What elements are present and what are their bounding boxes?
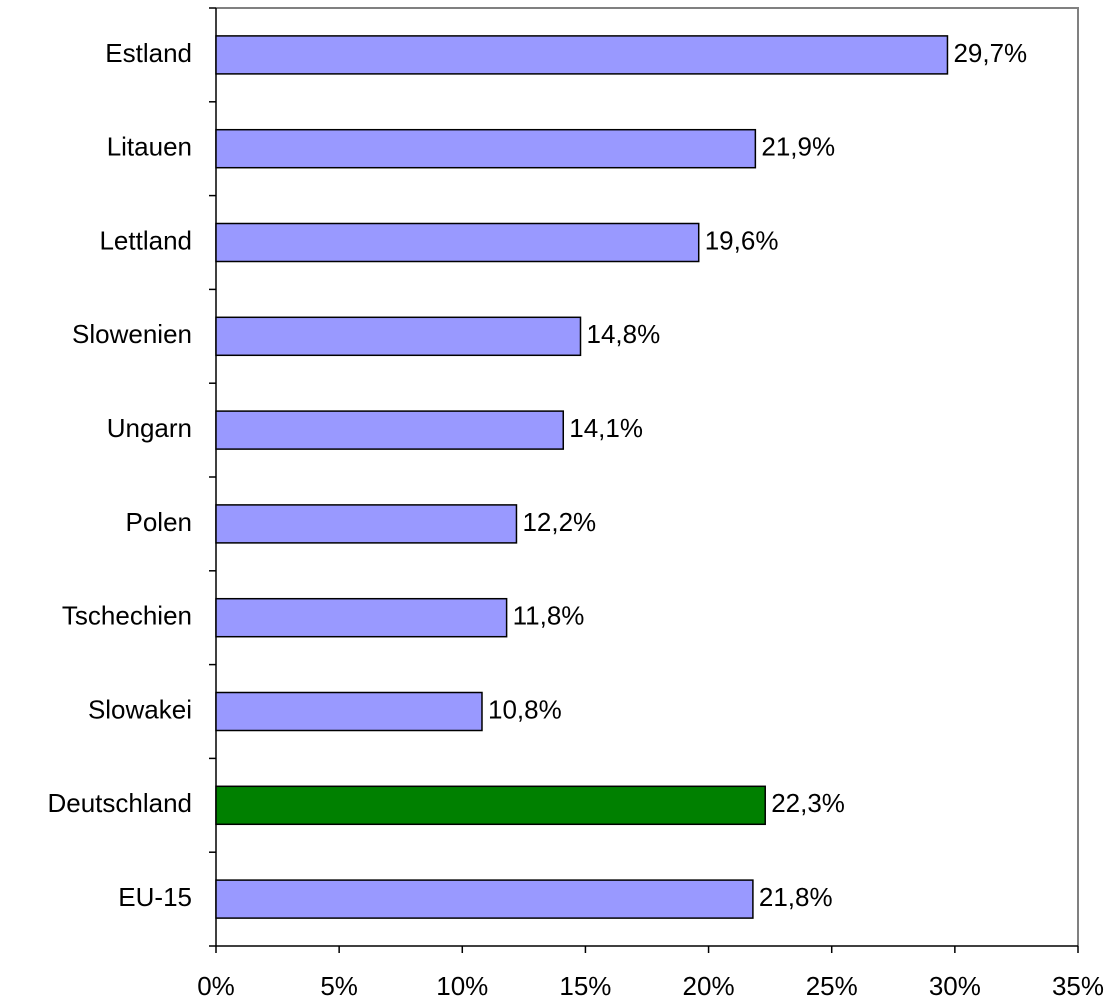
x-tick-label: 10% (436, 971, 488, 1001)
value-label: 29,7% (953, 38, 1027, 68)
bar (215, 597, 508, 638)
x-tick-label: 15% (559, 971, 611, 1001)
value-label: 21,9% (761, 132, 835, 162)
y-tick-label: Slowenien (72, 319, 192, 349)
value-label: 11,8% (513, 601, 585, 631)
bar (215, 785, 766, 826)
y-tick-label: Tschechien (62, 601, 192, 631)
y-tick-label: Litauen (107, 132, 192, 162)
bar (215, 410, 565, 450)
bar (215, 35, 949, 75)
bar (215, 128, 757, 169)
x-tick-label: 25% (806, 971, 858, 1001)
y-tick-label: Estland (105, 38, 192, 68)
bar (215, 222, 700, 263)
x-tick-label: 35% (1052, 971, 1104, 1001)
bar (215, 879, 754, 919)
x-tick-label: 5% (320, 971, 358, 1001)
value-label: 10,8% (488, 694, 562, 724)
bar (215, 316, 582, 357)
y-tick-label: Deutschland (47, 788, 192, 818)
value-label: 12,2% (522, 507, 596, 537)
value-label: 22,3% (771, 788, 845, 818)
y-tick-label: EU-15 (118, 882, 192, 912)
y-tick-label: Ungarn (107, 413, 192, 443)
plot-border (216, 7, 1079, 946)
bar (215, 691, 483, 732)
y-tick-label: Lettland (99, 225, 192, 255)
value-label: 14,1% (569, 413, 643, 443)
x-tick-label: 20% (683, 971, 735, 1001)
value-label: 21,8% (759, 882, 833, 912)
value-label: 14,8% (587, 319, 661, 349)
value-label: 19,6% (705, 225, 779, 255)
y-tick-label: Slowakei (88, 694, 192, 724)
x-tick-label: 30% (929, 971, 981, 1001)
bar (215, 504, 518, 544)
x-tick-label: 0% (197, 971, 235, 1001)
y-tick-label: Polen (126, 507, 193, 537)
